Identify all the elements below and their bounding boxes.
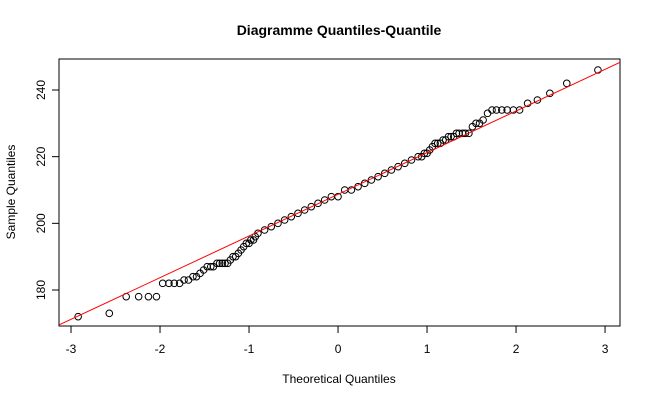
point	[134, 292, 143, 301]
point	[439, 136, 447, 144]
point	[229, 252, 237, 261]
y-tick-label: 180	[34, 280, 48, 300]
y-axis-label: Sample Quantiles	[4, 145, 18, 240]
point	[314, 199, 322, 208]
point	[431, 139, 439, 148]
point	[523, 99, 532, 108]
x-axis-label: Theoretical Quantiles	[282, 372, 395, 386]
point	[74, 312, 82, 321]
point	[492, 106, 501, 114]
x-tick-label: -3	[66, 342, 77, 356]
point	[444, 132, 453, 141]
point	[294, 209, 302, 218]
point	[407, 156, 416, 164]
point	[206, 262, 215, 271]
x-tick-label: 3	[602, 342, 609, 356]
point	[420, 149, 429, 158]
point	[498, 106, 506, 114]
x-tick-label: 2	[513, 342, 520, 356]
point	[221, 259, 229, 268]
point	[472, 119, 480, 128]
x-tick-label: 1	[424, 342, 431, 356]
point	[215, 259, 224, 268]
point	[414, 152, 422, 161]
point	[394, 162, 402, 171]
point	[433, 139, 442, 148]
point	[562, 79, 571, 88]
point	[307, 202, 316, 211]
point	[274, 219, 282, 228]
point	[280, 216, 289, 224]
point	[287, 212, 296, 221]
point	[213, 259, 221, 268]
reference-line	[59, 61, 620, 326]
y-tick-label: 220	[34, 146, 48, 166]
y-tick-label: 240	[34, 80, 48, 100]
point	[180, 276, 188, 284]
point	[465, 129, 473, 138]
point	[105, 309, 114, 318]
point	[594, 66, 602, 74]
x-tick-label: -1	[244, 342, 255, 356]
point	[144, 292, 153, 301]
point	[320, 196, 329, 204]
x-tick-label: 0	[335, 342, 342, 356]
point	[165, 279, 173, 288]
point	[380, 169, 389, 178]
point	[479, 116, 487, 124]
point	[170, 279, 179, 288]
point	[152, 292, 161, 301]
point	[218, 259, 227, 268]
y-tick-label: 200	[34, 213, 48, 233]
point	[400, 159, 409, 168]
plot-area	[59, 61, 620, 326]
point	[300, 206, 309, 214]
point	[334, 192, 342, 201]
point	[387, 166, 396, 174]
point	[189, 272, 197, 281]
x-tick-label: -2	[155, 342, 166, 356]
point	[515, 106, 524, 114]
plot-frame	[58, 58, 621, 327]
chart-title: Diagramme Quantiles-Quantile	[237, 22, 442, 38]
point	[447, 132, 455, 141]
point	[488, 106, 496, 114]
